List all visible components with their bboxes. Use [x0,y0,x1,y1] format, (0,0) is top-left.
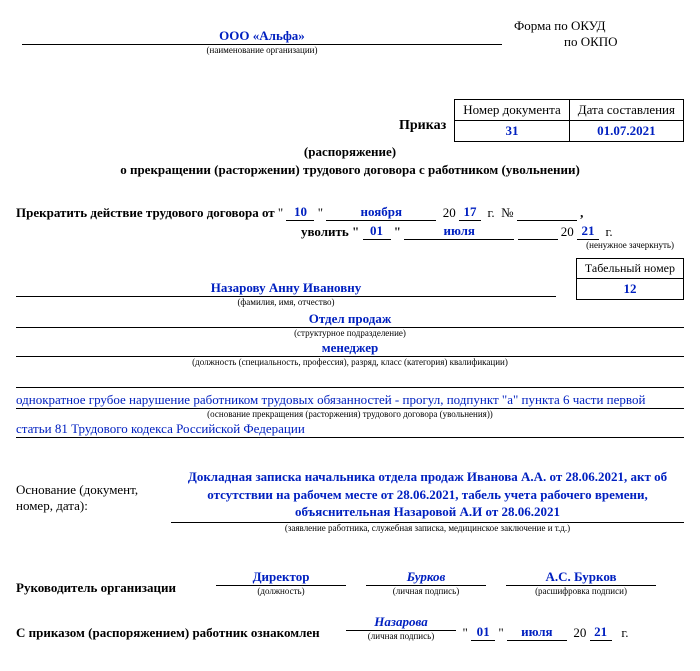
reason-line1: однократное грубое нарушение работником … [16,392,684,409]
docnum-label: Номер документа [455,100,570,121]
contract-num-blank [517,204,577,221]
head-decode-caption: (расшифровка подписи) [506,587,656,596]
fire-month: июля [404,223,514,240]
basis-label1: Основание (документ, [16,482,171,498]
contract-y1: 17 [459,204,481,221]
contract-day1: 10 [286,204,314,221]
docdate-value: 01.07.2021 [569,121,683,142]
cross-note: (ненужное зачеркнуть) [16,241,684,250]
tabnum-label: Табельный номер [576,259,683,279]
dept-caption: (структурное подразделение) [16,329,684,338]
head-label: Руководитель организации [16,580,216,596]
okpo-label: по ОКПО [514,34,684,50]
tabnum-value: 12 [576,279,683,300]
head-post: Директор [253,569,310,584]
doc-number-box: Номер документа Дата составления 31 01.0… [454,99,684,142]
ack-month: июля [507,624,567,641]
basis-text: Докладная записка начальника отдела прод… [171,468,684,523]
org-name: ООО «Альфа» [22,28,502,45]
fire-year: 21 [577,223,599,240]
fio-value: Назарову Анну Ивановну [211,280,362,295]
basis-caption: (заявление работника, служебная записка,… [171,524,684,533]
ack-sign-caption: (личная подпись) [346,632,456,641]
dept-value: Отдел продаж [309,311,392,326]
title-prikaz: Приказ [399,118,446,133]
ack-year: 21 [590,624,612,641]
org-caption: (наименование организации) [16,46,508,55]
reason-line2: статьи 81 Трудового кодекса Российской Ф… [16,421,305,436]
docdate-label: Дата составления [569,100,683,121]
post-value: менеджер [322,340,379,355]
head-decode: А.С. Бурков [545,569,616,584]
contract-prefix: Прекратить действие трудового договора о… [16,205,275,221]
ack-day: 01 [471,624,495,641]
ack-label: С приказом (распоряжением) работник озна… [16,625,346,641]
docnum-value: 31 [455,121,570,142]
head-post-caption: (должность) [216,587,346,596]
reason-caption: (основание прекращения (расторжения) тру… [16,410,684,419]
title-line3: о прекращении (расторжении) трудового до… [16,162,684,178]
okud-label: Форма по ОКУД [514,18,684,34]
ack-sign: Назарова [374,614,427,629]
fio-caption: (фамилия, имя, отчество) [16,298,556,307]
title-line2: (распоряжение) [16,144,684,160]
fire-day: 01 [363,223,391,240]
fire-prefix: уволить " [301,224,363,240]
post-caption: (должность (специальность, профессия), р… [16,358,684,367]
contract-month1: ноября [326,204,436,221]
head-sign-caption: (личная подпись) [366,587,486,596]
head-sign: Бурков [407,569,446,584]
blank-line-1 [16,371,684,388]
tab-number-box: Табельный номер 12 [576,258,684,300]
basis-label2: номер, дата): [16,498,171,514]
